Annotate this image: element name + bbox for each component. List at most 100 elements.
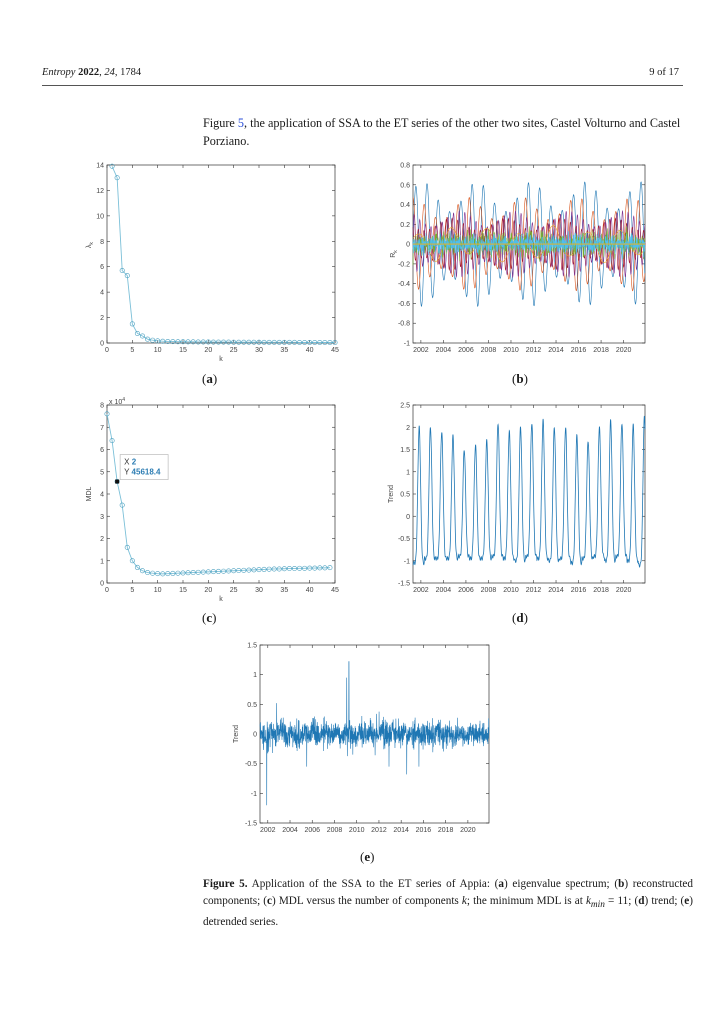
y-tick-label: 1 bbox=[100, 558, 104, 565]
data-point bbox=[322, 565, 328, 571]
x-tick-label: 2008 bbox=[481, 587, 497, 594]
x-tick-label: 2020 bbox=[460, 827, 476, 834]
x-tick-label: 2016 bbox=[571, 587, 587, 594]
data-point bbox=[139, 333, 145, 339]
y-tick-label: 1 bbox=[253, 672, 257, 679]
figure-link[interactable]: 5 bbox=[237, 116, 244, 130]
x-tick-label: 10 bbox=[154, 347, 162, 354]
data-point bbox=[302, 565, 308, 571]
y-tick-label: -0.2 bbox=[398, 261, 410, 268]
x-tick-label: 45 bbox=[331, 347, 339, 354]
x-tick-label: 2008 bbox=[481, 347, 497, 354]
panel-d: 2002 2004 2006 2008 2010 2012 2014 2016 2018 2020… bbox=[383, 398, 653, 608]
data-point bbox=[150, 570, 156, 576]
data-point bbox=[145, 336, 151, 342]
trend-series-line bbox=[412, 415, 646, 568]
data-point bbox=[215, 339, 221, 345]
data-point bbox=[175, 570, 181, 576]
figure-caption: Figure 5. Application of the SSA to the … bbox=[203, 876, 693, 931]
x-tick-label: 2010 bbox=[503, 587, 519, 594]
data-point bbox=[114, 479, 120, 485]
x-tick-label: 15 bbox=[179, 347, 187, 354]
data-point bbox=[165, 571, 171, 577]
data-point bbox=[266, 566, 272, 572]
data-point bbox=[322, 339, 328, 345]
running-header-journal: Entropy 2022, 24, 1784 bbox=[42, 67, 142, 78]
subfigure-label-a: (a) bbox=[202, 371, 218, 386]
data-point bbox=[124, 273, 130, 279]
data-point bbox=[139, 568, 145, 574]
y-axis-label: λk bbox=[86, 242, 95, 249]
caption-text: Application of the SSA to the ET series … bbox=[203, 878, 693, 929]
caption-label: Figure 5. bbox=[203, 878, 248, 890]
chart-reconstructed-components: 2002 2004 2006 2008 2010 2012 2014 2016 2018 2020… bbox=[390, 163, 646, 354]
x-tick-label: 2004 bbox=[436, 347, 452, 354]
x-tick-label: 2018 bbox=[593, 587, 609, 594]
y-axis-label: Trend bbox=[388, 485, 395, 503]
y-tick-label: 1 bbox=[406, 469, 410, 476]
data-point bbox=[180, 570, 186, 576]
mdl-series-line bbox=[106, 413, 330, 575]
y-tick-label: 0.2 bbox=[400, 222, 410, 229]
x-tick-label: 45 bbox=[331, 587, 339, 594]
y-tick-label: 0 bbox=[100, 581, 104, 588]
x-tick-label: 2016 bbox=[571, 347, 587, 354]
y-tick-label: 0.5 bbox=[247, 702, 257, 709]
x-tick-label: 15 bbox=[179, 587, 187, 594]
datatip-y: Y 45618.4 bbox=[124, 468, 161, 477]
data-point bbox=[236, 339, 242, 345]
data-point bbox=[200, 569, 206, 575]
x-tick-label: 2020 bbox=[616, 347, 632, 354]
y-tick-label: 1.5 bbox=[247, 643, 257, 650]
chart-eigenvalue-spectrum: 0 5 10 15 20 25 30 35 40 45 0 2 4 6 8 10 12 14 k λk bbox=[86, 163, 339, 364]
plot-area-frame bbox=[106, 164, 336, 344]
data-point bbox=[145, 570, 151, 576]
article-number: 1784 bbox=[120, 67, 142, 78]
y-tick-label: 2 bbox=[100, 536, 104, 543]
data-point bbox=[266, 339, 272, 345]
intro-paragraph: Figure 5, the application of SSA to the … bbox=[203, 115, 693, 150]
x-axis-label: k bbox=[219, 596, 223, 603]
data-point bbox=[134, 330, 140, 336]
data-point bbox=[307, 565, 313, 571]
data-point bbox=[129, 558, 135, 564]
x-tick-label: 2018 bbox=[593, 347, 609, 354]
x-tick-label: 5 bbox=[130, 347, 134, 354]
data-point bbox=[271, 339, 277, 345]
y-tick-label: 0 bbox=[406, 242, 410, 249]
data-point bbox=[256, 567, 262, 573]
data-point bbox=[114, 175, 120, 181]
data-point bbox=[281, 566, 287, 572]
data-point bbox=[190, 339, 196, 345]
data-point bbox=[246, 339, 252, 345]
data-point bbox=[251, 339, 257, 345]
x-tick-label: 2010 bbox=[349, 827, 365, 834]
y-tick-label: -0.4 bbox=[398, 281, 410, 288]
y-axis-label: Rk bbox=[390, 250, 399, 258]
data-point bbox=[241, 567, 247, 573]
x-tick-label: 2006 bbox=[304, 827, 320, 834]
data-point bbox=[180, 339, 186, 345]
y-scale-factor: x 104 bbox=[109, 397, 125, 406]
component-series-line bbox=[412, 230, 646, 259]
x-tick-label: 2004 bbox=[436, 587, 452, 594]
data-point bbox=[104, 411, 110, 417]
panel-a: 0 5 10 15 20 25 30 35 40 45 0 2 4 6 8 10 12 14 k λk bbox=[85, 158, 347, 368]
y-tick-label: 4 bbox=[100, 290, 104, 297]
subfigure-label-d: (d) bbox=[512, 610, 528, 625]
data-point bbox=[155, 338, 161, 344]
x-tick-label: 2006 bbox=[458, 347, 474, 354]
data-point bbox=[226, 568, 232, 574]
component-series-line bbox=[412, 210, 646, 279]
data-point bbox=[281, 339, 287, 345]
y-tick-label: 0 bbox=[100, 341, 104, 348]
data-point bbox=[261, 339, 267, 345]
x-tick-label: 0 bbox=[105, 347, 109, 354]
x-tick-label: 30 bbox=[255, 587, 263, 594]
intro-text-before: Figure bbox=[203, 116, 238, 130]
data-point bbox=[231, 568, 237, 574]
data-point bbox=[185, 570, 191, 576]
data-point bbox=[231, 339, 237, 345]
data-point bbox=[205, 569, 211, 575]
